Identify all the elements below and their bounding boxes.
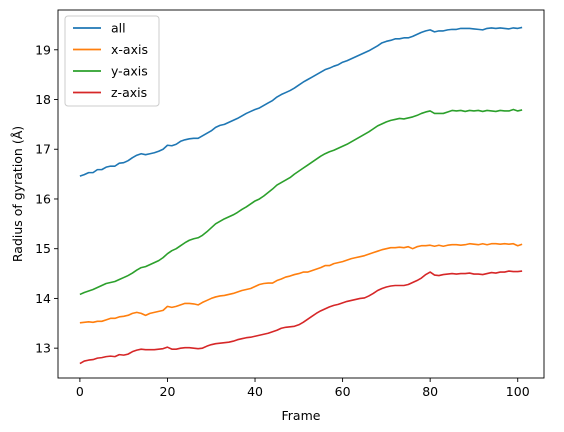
series-line-all [79,26,523,177]
plot-frame [57,9,545,379]
x-tick-label: 80 [422,384,438,399]
y-tick-label: 19 [35,42,51,57]
y-tick-label: 16 [35,191,51,206]
series-layer [79,26,523,365]
x-tick-label: 100 [506,384,530,399]
x-tick-label: 20 [160,384,176,399]
legend-label-x-axis: x-axis [111,42,148,57]
y-tick-label: 14 [35,291,51,306]
legend: all x-axis y-axis z-axis [64,15,160,107]
series-line-z-axis [79,270,523,365]
y-axis-label: Radius of gyration (Å) [10,126,25,262]
x-tick-label: 60 [335,384,351,399]
series-line-y-axis [79,108,523,296]
y-tick-label: 17 [35,142,51,157]
series-line-x-axis [79,242,523,324]
x-tick-label: 0 [76,384,84,399]
legend-label-z-axis: z-axis [111,85,147,100]
y-tick-label: 15 [35,241,51,256]
y-tick-label: 13 [35,341,51,356]
x-ticks: 0 20 40 60 80 100 [76,378,530,399]
legend-label-all: all [111,21,126,36]
y-tick-label: 18 [35,92,51,107]
legend-box [64,15,160,107]
legend-label-y-axis: y-axis [111,64,148,79]
y-ticks: 13 14 15 16 17 18 19 [35,42,58,356]
x-tick-label: 40 [247,384,263,399]
x-axis-label: Frame [282,408,321,423]
